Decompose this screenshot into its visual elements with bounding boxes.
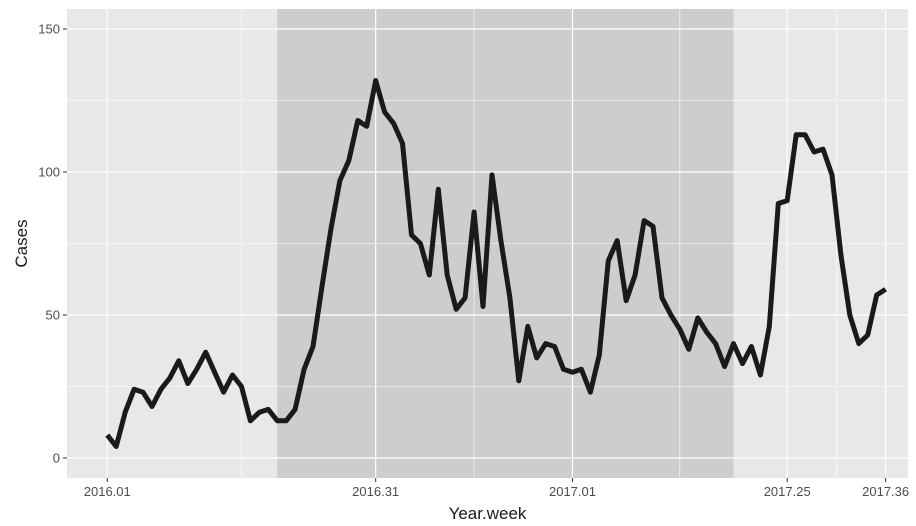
y-tick-label: 100: [38, 165, 60, 180]
y-axis-ticks: 0 50 100 150: [38, 22, 67, 465]
x-tick-label: 2017.36: [862, 484, 909, 499]
series-line: [105, 78, 887, 449]
series-layer: [105, 78, 887, 449]
y-tick-label: 50: [46, 307, 60, 322]
x-axis-ticks: 2016.01 2016.31 2017.01 2017.25 2017.36: [84, 478, 909, 499]
x-tick-label: 2017.25: [764, 484, 811, 499]
x-axis-title: Year.week: [449, 504, 527, 523]
x-tick-label: 2016.31: [352, 484, 399, 499]
y-tick-label: 150: [38, 22, 60, 37]
x-tick-label: 2016.01: [84, 484, 131, 499]
x-tick-label: 2017.01: [549, 484, 596, 499]
y-tick-label: 0: [53, 450, 60, 465]
y-axis-title: Cases: [12, 219, 31, 267]
